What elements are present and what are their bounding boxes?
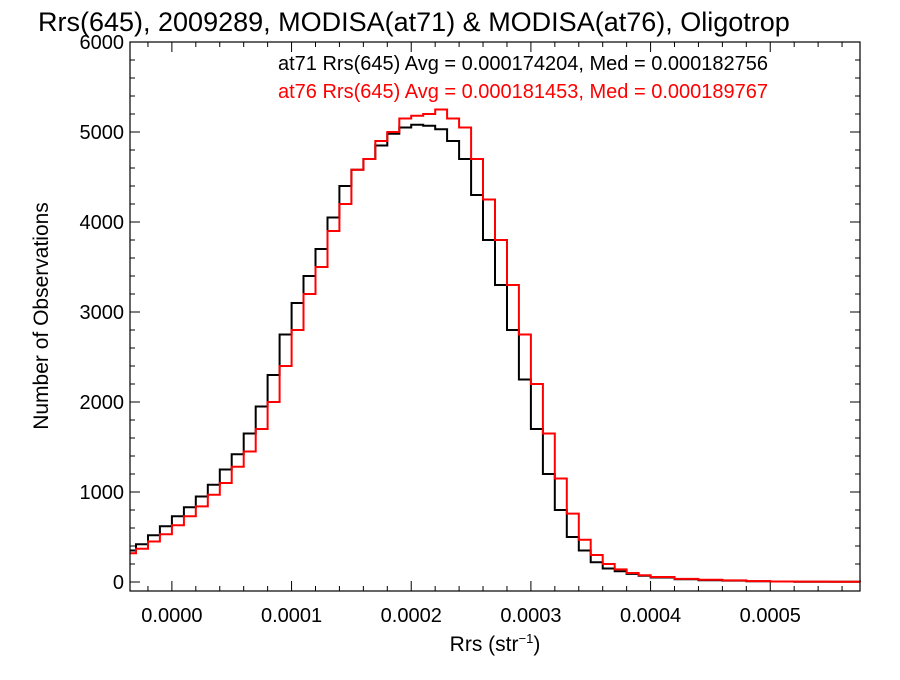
y-tick-label: 0 <box>113 572 124 594</box>
annotations: at71 Rrs(645) Avg = 0.000174204, Med = 0… <box>278 53 768 103</box>
x-axis-label: Rrs (str−1) <box>450 631 541 656</box>
annotation-at71: at71 Rrs(645) Avg = 0.000174204, Med = 0… <box>278 53 768 75</box>
series-layer <box>129 108 861 583</box>
y-tick-label: 1000 <box>80 482 125 504</box>
x-tick-label: 0.0001 <box>261 605 322 627</box>
series-at71 <box>129 123 861 583</box>
y-tick-label: 6000 <box>80 32 125 54</box>
x-axis-label-main: Rrs (str <box>450 633 519 656</box>
chart-title: Rrs(645), 2009289, MODISA(at71) & MODISA… <box>38 7 790 37</box>
x-axis-ticks: 0.0000 0.0001 0.0002 0.0003 0.0004 0.0005 <box>141 42 843 627</box>
y-axis-ticks: 0 1000 2000 3000 4000 5000 6000 <box>80 32 860 594</box>
x-axis-label-sup: −1 <box>519 631 534 646</box>
y-tick-label: 2000 <box>80 392 125 414</box>
y-tick-label: 5000 <box>80 122 125 144</box>
x-tick-label: 0.0000 <box>141 605 202 627</box>
x-tick-label: 0.0003 <box>500 605 561 627</box>
series-line-at71 <box>130 123 861 583</box>
plot-frame <box>129 41 861 592</box>
x-tick-label: 0.0005 <box>740 605 801 627</box>
y-axis-label: Number of Observations <box>30 202 53 430</box>
x-tick-label: 0.0004 <box>620 605 681 627</box>
annotation-at76: at76 Rrs(645) Avg = 0.000181453, Med = 0… <box>278 81 768 103</box>
y-tick-label: 4000 <box>80 212 125 234</box>
y-tick-label: 3000 <box>80 302 125 324</box>
x-tick-label: 0.0002 <box>381 605 442 627</box>
x-axis-label-suffix: ) <box>533 633 540 656</box>
series-at76 <box>129 108 861 583</box>
series-line-at76 <box>130 108 861 583</box>
